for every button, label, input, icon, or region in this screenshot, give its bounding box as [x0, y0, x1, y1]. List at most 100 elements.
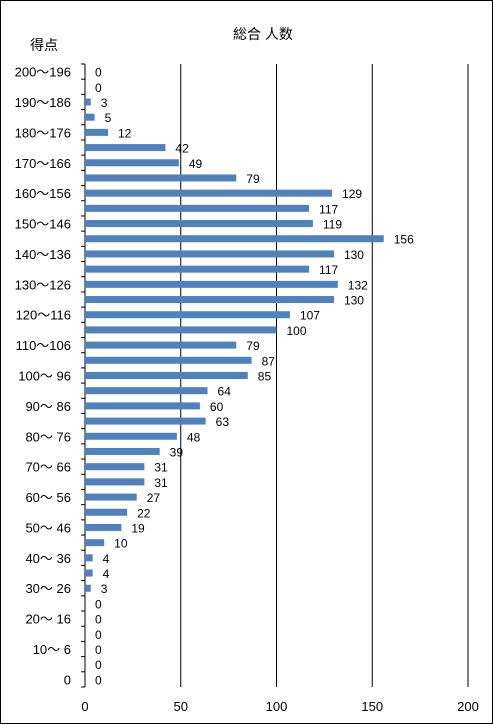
bar-29 [85, 508, 128, 516]
bar-4 [85, 128, 108, 136]
y-axis-title: 得点 [30, 37, 58, 53]
value-label-26: 31 [154, 461, 168, 475]
x-tick-label-200: 200 [457, 699, 479, 714]
category-label-38: 10〜 6 [33, 642, 71, 657]
category-label-40: 0 [64, 672, 71, 687]
value-label-12: 130 [344, 248, 364, 262]
category-label-28: 60〜 56 [25, 490, 71, 505]
value-label-21: 64 [218, 385, 232, 399]
x-tick-labels: 0 50 100 150 200 [81, 699, 478, 714]
bar-3 [85, 113, 95, 121]
bar-24 [85, 432, 177, 440]
value-label-40: 0 [95, 673, 102, 687]
x-tick-label-150: 150 [361, 699, 383, 714]
bar-22 [85, 402, 200, 410]
bar-28 [85, 493, 137, 501]
bar-30 [85, 523, 122, 531]
value-label-17: 100 [287, 324, 307, 338]
category-label-12: 140〜136 [15, 247, 71, 262]
value-label-24: 48 [187, 430, 201, 444]
value-label-32: 4 [103, 552, 110, 566]
bar-12 [85, 250, 334, 258]
category-label-4: 180〜176 [15, 125, 71, 140]
value-label-28: 27 [147, 491, 161, 505]
bars [85, 98, 384, 592]
bar-21 [85, 387, 208, 395]
category-label-2: 190〜186 [15, 95, 71, 110]
value-label-18: 79 [246, 339, 260, 353]
bar-26 [85, 463, 145, 471]
category-label-18: 110〜106 [16, 338, 71, 353]
value-label-34: 3 [101, 582, 108, 596]
bar-20 [85, 372, 248, 379]
value-label-31: 10 [114, 537, 128, 551]
category-label-14: 130〜126 [15, 277, 71, 292]
category-label-22: 90〜 86 [25, 399, 71, 414]
value-label-19: 87 [262, 354, 276, 368]
bar-5 [85, 144, 166, 152]
value-label-36: 0 [95, 613, 102, 627]
bar-6 [85, 159, 179, 167]
category-label-30: 50〜 46 [25, 520, 71, 535]
value-label-8: 129 [342, 187, 362, 201]
value-label-13: 117 [319, 263, 338, 277]
bar-15 [85, 296, 334, 304]
category-label-8: 160〜156 [15, 186, 71, 201]
value-label-39: 0 [95, 658, 102, 672]
bar-31 [85, 539, 105, 547]
bar-34 [85, 584, 91, 592]
value-label-1: 0 [95, 81, 102, 95]
category-label-0: 200〜196 [15, 65, 71, 80]
bar-16 [85, 311, 290, 319]
value-label-14: 132 [348, 278, 368, 292]
value-label-35: 0 [95, 597, 102, 611]
bar-18 [85, 341, 237, 349]
category-label-6: 170〜166 [15, 156, 71, 171]
category-label-34: 30〜 26 [25, 581, 71, 596]
value-label-29: 22 [137, 506, 151, 520]
bar-9 [85, 204, 310, 212]
bar-11 [85, 235, 384, 243]
x-tick-label-50: 50 [174, 699, 188, 714]
value-label-0: 0 [95, 66, 102, 80]
category-label-10: 150〜146 [15, 217, 71, 232]
value-label-33: 4 [103, 567, 110, 581]
x-tick-label-0: 0 [81, 699, 88, 714]
value-label-2: 3 [101, 96, 108, 110]
chart-title: 総合 人数 [233, 26, 293, 42]
category-label-36: 20〜 16 [25, 612, 71, 627]
value-label-15: 130 [344, 294, 364, 308]
bar-10 [85, 220, 313, 228]
value-label-27: 31 [154, 476, 168, 490]
value-label-6: 49 [189, 157, 203, 171]
category-label-20: 100〜 96 [18, 369, 71, 384]
category-label-32: 40〜 36 [25, 551, 71, 566]
value-label-7: 79 [246, 172, 260, 186]
bar-14 [85, 280, 338, 288]
value-label-3: 5 [105, 111, 112, 125]
value-label-25: 39 [170, 445, 184, 459]
category-label-26: 70〜 66 [25, 460, 71, 475]
bar-19 [85, 356, 252, 364]
bar-17 [85, 326, 277, 334]
bar-8 [85, 189, 333, 197]
value-label-4: 12 [118, 126, 132, 140]
value-label-11: 156 [394, 233, 414, 247]
bar-27 [85, 478, 145, 486]
value-label-22: 60 [210, 400, 224, 414]
category-label-16: 120〜116 [16, 308, 71, 323]
bar-32 [85, 554, 93, 562]
value-label-38: 0 [95, 643, 102, 657]
value-label-10: 119 [323, 218, 342, 232]
value-label-30: 19 [131, 521, 145, 535]
bar-33 [85, 569, 93, 577]
bar-13 [85, 265, 310, 273]
bar-7 [85, 174, 237, 182]
value-label-20: 85 [258, 370, 272, 384]
value-label-16: 107 [300, 309, 320, 323]
category-label-24: 80〜 76 [25, 429, 71, 444]
value-label-23: 63 [216, 415, 230, 429]
category-labels: 200〜196 190〜186 180〜176 170〜166 160〜156 150〜1… [15, 65, 71, 688]
